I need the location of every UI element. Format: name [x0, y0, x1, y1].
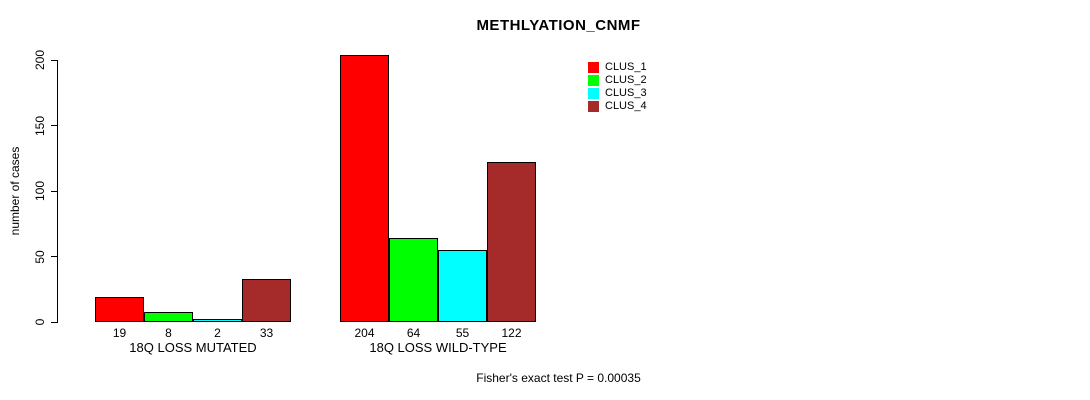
legend-swatch [588, 75, 599, 86]
fisher-test-annotation: Fisher's exact test P = 0.00035 [476, 371, 641, 385]
legend: CLUS_1 CLUS_2 CLUS_3 CLUS_4 [588, 61, 647, 113]
y-axis-line [57, 60, 58, 323]
bar-value-label: 8 [165, 326, 172, 340]
legend-swatch [588, 88, 599, 99]
bar-value-label: 2 [214, 326, 221, 340]
bar-value-label: 55 [455, 326, 470, 340]
legend-item: CLUS_4 [588, 100, 647, 113]
legend-label: CLUS_1 [605, 61, 647, 73]
chart-title: METHLYATION_CNMF [476, 17, 641, 34]
legend-label: CLUS_2 [605, 74, 647, 86]
bar-clus_2-group1 [144, 312, 193, 322]
y-axis-tick-label: 200 [33, 49, 47, 71]
bar-value-label: 19 [112, 326, 127, 340]
legend-swatch [588, 101, 599, 112]
legend-label: CLUS_3 [605, 87, 647, 99]
y-axis-tick [51, 125, 57, 126]
group-label: 18Q LOSS MUTATED [129, 340, 257, 355]
y-axis-tick [51, 256, 57, 257]
y-axis-tick-label: 150 [33, 115, 47, 136]
y-axis-tick [51, 190, 57, 192]
bar-clus_4-group2 [487, 162, 536, 322]
bar-value-label: 204 [354, 326, 375, 340]
y-axis-tick [51, 59, 57, 61]
bar-clus_3-group2 [438, 250, 487, 322]
bar-clus_1-group2 [340, 55, 389, 322]
y-axis-tick [51, 321, 57, 323]
y-axis-tick-label: 100 [33, 180, 47, 202]
legend-item: CLUS_3 [588, 87, 647, 100]
group-label: 18Q LOSS WILD-TYPE [369, 340, 507, 355]
bar-clus_4-group1 [242, 279, 291, 322]
bar-clus_1-group1 [95, 297, 144, 322]
legend-item: CLUS_1 [588, 61, 647, 74]
y-axis-tick-label: 50 [33, 249, 47, 264]
bar-value-label: 64 [406, 326, 421, 340]
legend-label: CLUS_4 [605, 100, 647, 112]
legend-item: CLUS_2 [588, 74, 647, 87]
y-axis-tick-label: 0 [33, 318, 47, 326]
bar-clus_2-group2 [389, 238, 438, 322]
y-axis-label: number of cases [8, 146, 22, 236]
bar-value-label: 33 [259, 326, 274, 340]
bar-value-label: 122 [501, 326, 522, 340]
bar-clus_3-group1 [193, 319, 242, 322]
legend-swatch [588, 62, 599, 73]
